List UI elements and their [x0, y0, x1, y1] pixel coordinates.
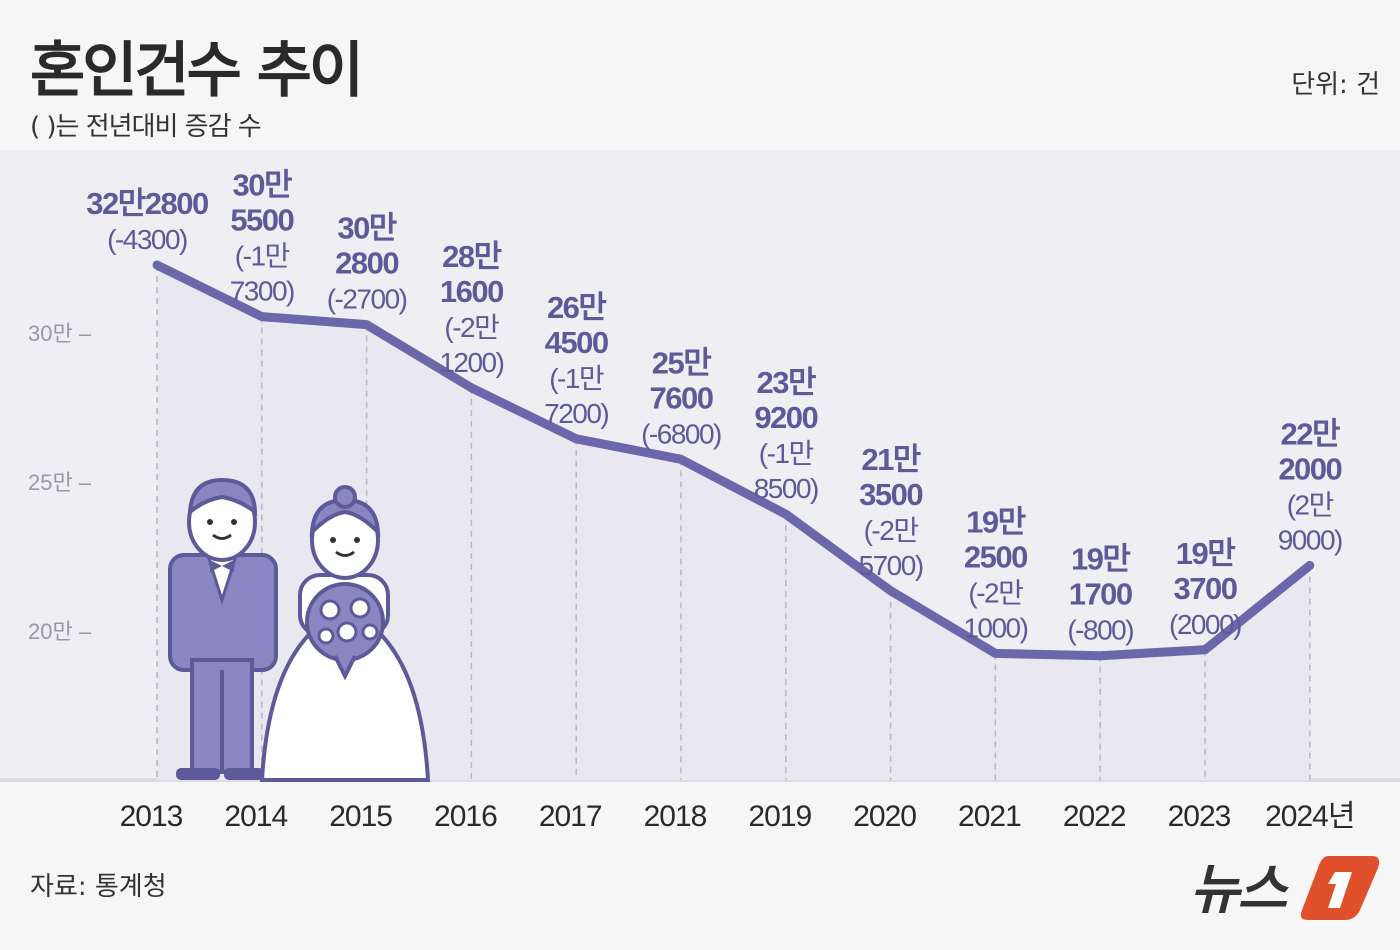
y-tick-mark: – — [73, 321, 92, 346]
data-label: 23만 — [757, 365, 816, 400]
data-label: (2만 — [1287, 489, 1334, 520]
data-label: 19만 — [966, 504, 1025, 539]
data-label: 21만 — [861, 442, 920, 477]
data-label: 26만 — [547, 290, 606, 325]
data-label: (-1만 — [549, 363, 604, 394]
data-label: 1200) — [439, 347, 503, 378]
source-note: 자료: 통계청 — [30, 872, 167, 902]
data-label: 2500 — [964, 539, 1027, 574]
unit-label: 단위: 건 — [1291, 70, 1380, 100]
x-tick-label: 2014 — [224, 800, 287, 833]
data-label: 22만 — [1281, 416, 1340, 451]
y-tick: 20만 – — [28, 619, 92, 644]
y-tick-label: 20만 — [28, 619, 73, 644]
data-label: 30만 — [233, 168, 292, 203]
data-label: 32만2800 — [86, 186, 208, 221]
data-label: 30만 — [337, 211, 396, 246]
x-tick-label: 2015 — [329, 800, 392, 833]
data-label: (-4300) — [107, 224, 187, 255]
y-tick-mark: – — [73, 619, 92, 644]
data-label: 25만 — [652, 345, 711, 380]
x-tick-label: 2018 — [644, 800, 707, 833]
data-label: 3700 — [1174, 571, 1237, 606]
x-tick-label: 2017 — [539, 800, 602, 833]
x-tick-label: 2024년 — [1265, 800, 1354, 833]
chart-subtitle: ( )는 전년대비 증감 수 — [30, 112, 262, 142]
data-label: 4500 — [545, 325, 608, 360]
data-label: 5700) — [859, 550, 923, 581]
data-label: (-800) — [1067, 615, 1133, 646]
area-fill — [157, 265, 1310, 780]
data-label: (-6800) — [641, 418, 721, 449]
news1-logo: 뉴스 — [1190, 848, 1380, 932]
x-tick-label: 2016 — [434, 800, 497, 833]
data-label: 8500) — [754, 473, 818, 504]
data-label: (-2만 — [444, 312, 499, 343]
data-label: 28만 — [442, 239, 501, 274]
data-label: (2000) — [1169, 609, 1241, 640]
data-label: 19만 — [1071, 542, 1130, 577]
data-label: 7300) — [230, 276, 294, 307]
data-label: 2000 — [1278, 451, 1341, 486]
data-label: 7600 — [650, 380, 713, 415]
wedding-couple-illustration — [168, 477, 431, 782]
x-tick-label: 2019 — [748, 800, 811, 833]
data-label: (-2만 — [968, 577, 1023, 608]
y-tick-label: 25만 — [28, 470, 73, 495]
y-tick-mark: – — [73, 470, 92, 495]
y-tick: 30만 – — [28, 321, 92, 346]
series-line — [152, 260, 1315, 661]
svg-text:뉴스: 뉴스 — [1190, 860, 1290, 920]
data-label: 1700 — [1069, 577, 1132, 612]
data-label: 7200) — [544, 398, 608, 429]
data-label: 1600 — [440, 274, 503, 309]
x-tick-label: 2020 — [853, 800, 916, 833]
data-label: 1000) — [963, 612, 1027, 643]
y-tick: 25만 – — [28, 470, 92, 495]
x-tick-label: 2023 — [1168, 800, 1231, 833]
data-label: 5500 — [230, 203, 293, 238]
line-chart: 30만 –25만 –20만 – 32만2800(-4300)30만5500(-1… — [0, 167, 1400, 833]
y-tick-label: 30만 — [28, 321, 73, 346]
data-label: (-2만 — [864, 515, 919, 546]
x-tick-label: 2022 — [1063, 800, 1126, 833]
x-tick-label: 2021 — [958, 800, 1021, 833]
x-tick-label: 2013 — [120, 800, 183, 833]
data-label: 3500 — [859, 477, 922, 512]
data-label: (-2700) — [327, 284, 407, 315]
data-label: (-1만 — [759, 438, 814, 469]
chart-title: 혼인건수 추이 — [30, 36, 364, 106]
data-label: 19만 — [1176, 536, 1235, 571]
data-label: 9200 — [754, 400, 817, 435]
data-label: 2800 — [335, 246, 398, 281]
data-label: 9000) — [1278, 524, 1342, 555]
data-label: (-1만 — [235, 241, 290, 272]
